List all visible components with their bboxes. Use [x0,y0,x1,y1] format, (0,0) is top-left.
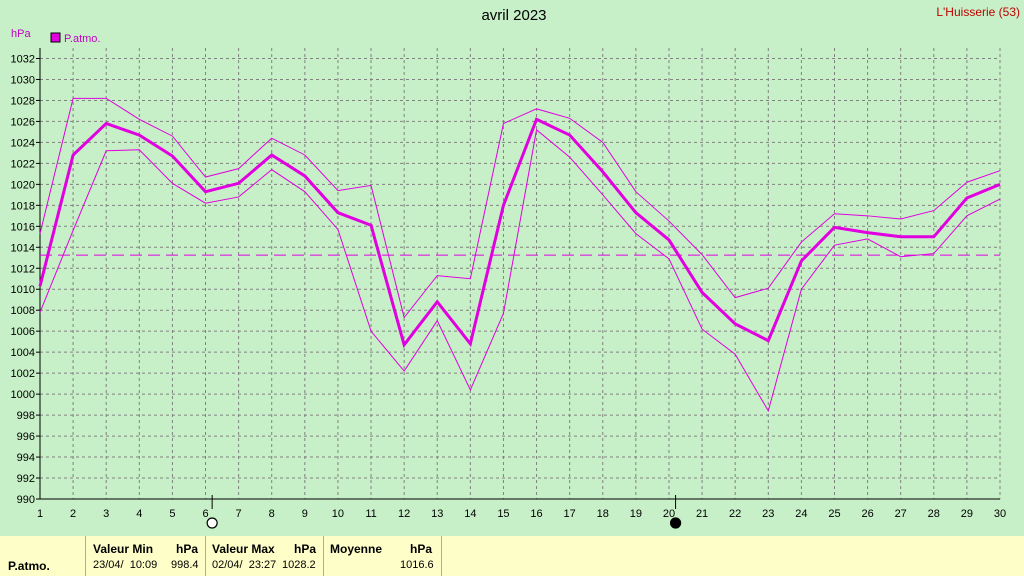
y-tick-label: 1024 [11,137,35,149]
x-tick-label: 8 [269,508,275,520]
avg-unit: hPa [410,542,433,556]
y-axis-unit: hPa [11,28,31,40]
y-tick-label: 996 [17,431,35,443]
x-tick-label: 23 [762,508,774,520]
x-tick-label: 15 [497,508,509,520]
x-tick-label: 2 [70,508,76,520]
x-tick-label: 21 [696,508,708,520]
y-tick-label: 992 [17,473,35,485]
min-datetime: 23/04/ 10:09 [93,559,158,571]
series-line-min [39,128,1001,413]
x-tick-label: 3 [103,508,109,520]
x-tick-label: 7 [236,508,242,520]
y-tick-label: 1016 [11,221,35,233]
pressure-chart: 9909929949969981000100210041006100810101… [11,5,1020,529]
max-cell: Valeur Max hPa 02/04/ 23:27 1028.2 [206,536,324,576]
avg-title: Moyenne [330,542,383,556]
station-name: L'Huisserie (53) [936,5,1020,19]
footer-row-label: P.atmo. [8,559,50,573]
full-moon-icon [206,517,218,529]
series-line-max [39,97,1001,319]
y-tick-label: 1014 [11,242,35,254]
y-axis-ticks: 990 992 994 996 998 1000 1002 1004 1006 1008 1010 1… [11,53,40,506]
x-tick-label: 25 [828,508,840,520]
avg-cell: Moyenne hPa 1016.6 [324,536,442,576]
x-axis-ticks: 1 2 3 4 5 6 7 8 9 10 11 12 13 14 15 16 17 18 19 20 21 22 23 24 2… [37,508,1006,520]
footer-label-cell: P.atmo. [0,536,86,576]
x-tick-label: 26 [861,508,873,520]
y-tick-label: 998 [17,410,35,422]
x-tick-label: 14 [464,508,476,520]
legend-swatch [50,32,61,43]
x-tick-label: 19 [630,508,642,520]
y-tick-label: 1030 [11,74,35,86]
x-tick-label: 5 [169,508,175,520]
x-tick-label: 30 [994,508,1006,520]
max-value: 1028.2 [282,559,316,571]
min-unit: hPa [176,542,199,556]
y-tick-label: 1018 [11,200,35,212]
y-tick-label: 1032 [11,53,35,65]
x-tick-label: 4 [136,508,142,520]
x-tick-label: 16 [530,508,542,520]
x-tick-label: 18 [597,508,609,520]
max-datetime: 02/04/ 23:27 [212,559,277,571]
x-tick-label: 27 [895,508,907,520]
x-tick-label: 22 [729,508,741,520]
max-unit: hPa [294,542,317,556]
y-tick-label: 1006 [11,326,35,338]
new-moon-icon [669,517,682,529]
min-value: 998.4 [171,559,199,571]
plot-area [40,48,1000,499]
y-tick-label: 1026 [11,116,35,128]
x-tick-label: 13 [431,508,443,520]
avg-value: 1016.6 [400,559,434,571]
x-tick-label: 20 [663,508,675,520]
y-tick-label: 1012 [11,263,35,275]
y-tick-label: 1004 [11,347,35,359]
y-tick-label: 1002 [11,368,35,380]
series-lines [38,97,1001,413]
x-tick-label: 28 [928,508,940,520]
y-tick-label: 1000 [11,389,35,401]
x-tick-label: 24 [795,508,807,520]
y-tick-label: 990 [17,494,35,506]
series-line-mean [38,117,1001,349]
x-tick-label: 17 [564,508,576,520]
y-tick-label: 1020 [11,179,35,191]
x-tick-label: 10 [332,508,344,520]
x-tick-label: 29 [961,508,973,520]
legend-label: P.atmo. [64,33,101,45]
min-cell: Valeur Min hPa 23/04/ 10:09 998.4 [86,536,206,576]
x-tick-label: 11 [365,508,376,520]
max-title: Valeur Max [212,542,275,556]
y-tick-label: 1010 [11,284,35,296]
moon-phase-markers [206,495,682,529]
y-tick-label: 1022 [11,158,35,170]
y-tick-label: 994 [17,452,35,464]
x-tick-label: 12 [398,508,410,520]
chart-title: avril 2023 [481,7,546,24]
x-tick-label: 1 [37,508,43,520]
y-tick-label: 1008 [11,305,35,317]
x-tick-label: 6 [202,508,208,520]
x-tick-label: 9 [302,508,308,520]
summary-footer: P.atmo. Valeur Min hPa 23/04/ 10:09 998.… [0,536,1024,576]
y-tick-label: 1028 [11,95,35,107]
min-title: Valeur Min [93,542,154,556]
